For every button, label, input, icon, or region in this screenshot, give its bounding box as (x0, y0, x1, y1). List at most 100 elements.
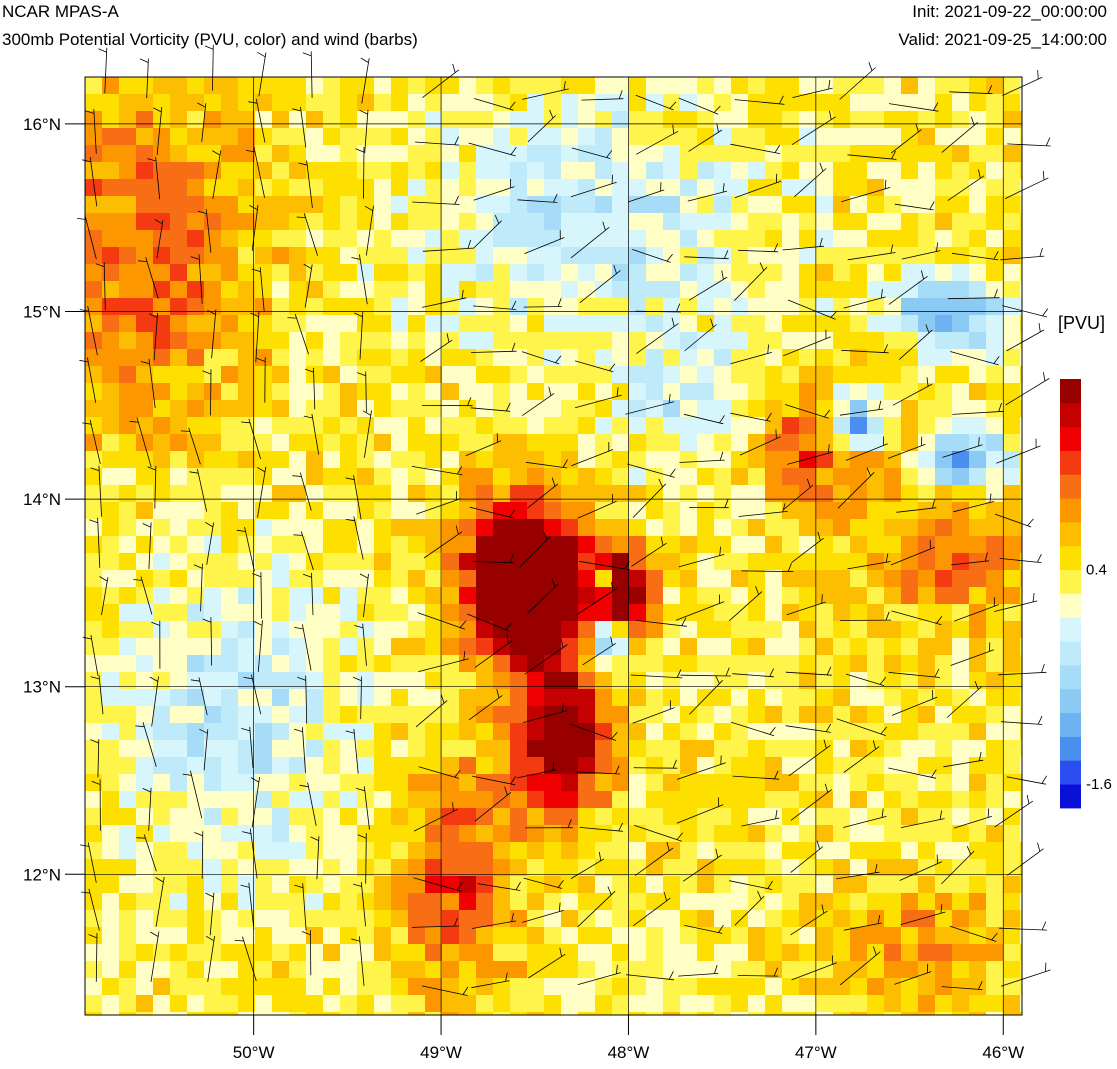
pv-cell (408, 213, 425, 230)
wind-barb (150, 931, 160, 982)
wind-barb-feather (939, 810, 942, 820)
wind-barb (260, 572, 262, 619)
pv-cell (935, 995, 952, 1012)
pv-cell (1003, 94, 1020, 111)
wind-barb (468, 142, 516, 157)
pv-cell (493, 757, 510, 774)
pv-cell (901, 332, 918, 349)
pv-cell (969, 553, 986, 570)
pv-cell (697, 145, 714, 162)
pv-cell (391, 689, 408, 706)
pv-cell (765, 927, 782, 944)
pv-cell (493, 570, 510, 587)
pv-cell (714, 281, 731, 298)
pv-cell (170, 910, 187, 927)
pv-cell (187, 859, 204, 876)
wind-barb-feather (151, 621, 160, 626)
wind-barb (579, 560, 630, 571)
pv-cell (986, 961, 1003, 978)
pv-cell (153, 723, 170, 740)
pv-cell (1003, 842, 1020, 859)
pv-cell (102, 961, 119, 978)
pv-cell (357, 468, 374, 485)
pv-cell (816, 927, 833, 944)
pv-cell (850, 689, 867, 706)
pv-cell (561, 128, 578, 145)
pv-cell (986, 264, 1003, 281)
pv-cell (374, 468, 391, 485)
pv-cell (884, 587, 901, 604)
pv-cell (884, 638, 901, 655)
pv-cell (340, 332, 357, 349)
pv-cell (901, 944, 918, 961)
pv-cell (697, 638, 714, 655)
pv-cell (493, 978, 510, 995)
pv-cell (629, 927, 646, 944)
wind-barb-feather (202, 618, 212, 623)
pv-cell (425, 519, 442, 536)
pv-cell (799, 723, 816, 740)
wind-barb (636, 620, 687, 627)
pv-cell (986, 179, 1003, 196)
pv-cell (935, 672, 952, 689)
pv-cell (697, 179, 714, 196)
wind-barb-feather (610, 581, 614, 591)
wind-barb (994, 513, 1032, 528)
wind-barb-feather (933, 102, 939, 111)
pv-cell (629, 876, 646, 893)
pv-cell (544, 213, 561, 230)
pv-cell (527, 995, 544, 1012)
pv-cell (459, 247, 476, 264)
wind-barb-feather (877, 914, 881, 924)
pv-cell (1020, 536, 1022, 553)
pv-cell (867, 281, 884, 298)
pv-cell (544, 519, 561, 536)
pv-cell (799, 485, 816, 502)
wind-barb (470, 407, 511, 412)
pv-cell (85, 604, 102, 621)
pv-cell (714, 621, 731, 638)
pv-cell (680, 451, 697, 468)
pv-cell (1003, 111, 1020, 128)
pv-cell (663, 213, 680, 230)
pv-cell (204, 485, 221, 502)
pv-cell (680, 468, 697, 485)
pv-cell (187, 298, 204, 315)
pv-cell (663, 111, 680, 128)
pv-cell (850, 179, 867, 196)
pv-cell (119, 281, 136, 298)
pv-cell (646, 604, 663, 621)
pv-cell (544, 740, 561, 757)
pv-cell (323, 774, 340, 791)
pv-cell (340, 298, 357, 315)
pv-cell (357, 111, 374, 128)
pv-cell (221, 519, 238, 536)
pv-cell (833, 893, 850, 910)
pv-cell (748, 315, 765, 332)
pv-cell (374, 825, 391, 842)
wind-barb (299, 472, 312, 511)
pv-cell (850, 553, 867, 570)
pv-cell (85, 740, 102, 757)
wind-barb-feather (511, 300, 517, 310)
pv-cell (799, 689, 816, 706)
pv-cell (731, 400, 748, 417)
pv-cell (867, 774, 884, 791)
pv-cell (442, 298, 459, 315)
pv-cell (170, 519, 187, 536)
pv-cell (255, 162, 272, 179)
wind-barb-feather (660, 536, 664, 546)
pv-cell (816, 383, 833, 400)
pv-cell (102, 995, 119, 1012)
pv-cell (119, 366, 136, 383)
pv-cell (935, 655, 952, 672)
pv-cell (986, 281, 1003, 298)
wind-barb (198, 254, 203, 304)
pv-cell (187, 808, 204, 825)
pv-cell (1003, 468, 1020, 485)
pv-cell (323, 111, 340, 128)
wind-barb (422, 297, 467, 308)
pv-cell (867, 961, 884, 978)
pv-cell (340, 264, 357, 281)
pv-cell (170, 536, 187, 553)
